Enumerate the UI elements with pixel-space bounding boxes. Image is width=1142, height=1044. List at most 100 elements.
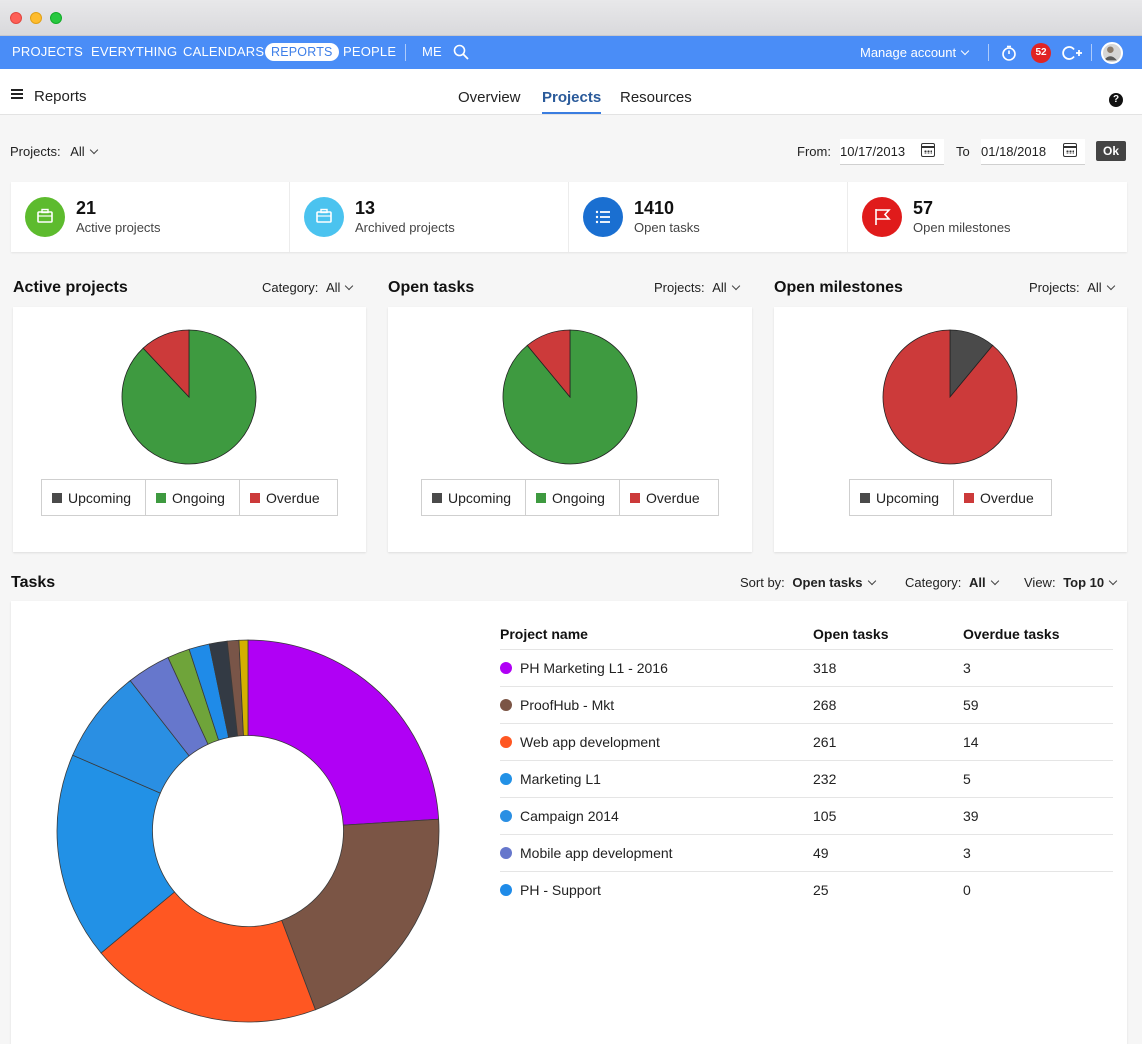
stat-value: 21 [76,198,97,218]
legend-swatch [156,492,167,503]
sort-by-filter[interactable]: Sort by: Open tasks [740,575,876,590]
nav-me[interactable]: ME [422,44,442,59]
project-name: PH Marketing L1 - 2016 [520,660,668,676]
manage-account-menu[interactable]: Manage account [860,45,970,60]
legend-swatch [432,492,442,503]
tasks-panel [11,601,1127,1044]
chevron-down-icon [1106,281,1115,291]
legend-label: Overdue [265,489,320,506]
open-tasks-legend: Upcoming Ongoing Overdue [421,479,719,516]
open-milestones-pie-chart [882,329,1018,465]
legend-upcoming[interactable]: Upcoming [422,480,527,515]
chevron-down-icon [345,281,354,291]
projects-filter-label: Projects: [10,144,61,159]
stat-label: Active projects [76,220,161,235]
column-header-overdue-tasks[interactable]: Overdue tasks [963,626,1060,642]
nav-projects[interactable]: PROJECTS [12,44,83,59]
legend-swatch [52,492,62,503]
filter-value: All [712,280,727,295]
close-window-button[interactable] [10,12,22,24]
tasks-donut-chart [56,639,440,1023]
table-row[interactable]: PH Marketing L1 - 2016 318 3 [500,649,1113,686]
quick-add-icon[interactable] [1062,45,1082,61]
column-header-project-name[interactable]: Project name [500,626,588,642]
help-icon[interactable]: ? [1109,93,1123,107]
view-filter[interactable]: View: Top 10 [1024,575,1118,590]
chevron-down-icon [1108,576,1118,586]
timer-icon[interactable] [1001,45,1017,61]
pie-slice-segment-10[interactable] [238,639,249,737]
active-projects-title: Active projects [13,279,128,296]
pie-slice-overdue[interactable] [526,329,571,399]
open-tasks-count: 268 [813,697,837,713]
pie-slice-overdue[interactable] [882,329,1018,465]
active-projects-pie-chart [121,329,257,465]
table-row[interactable]: Campaign 2014 105 39 [500,797,1113,834]
briefcase-icon [304,197,344,237]
project-name: Campaign 2014 [520,808,619,824]
nav-divider [405,44,406,61]
zoom-window-button[interactable] [50,12,62,24]
calendar-icon[interactable] [921,143,935,157]
nav-people[interactable]: PEOPLE [343,44,397,59]
table-row[interactable]: ProofHub - Mkt 268 59 [500,686,1113,723]
filter-value: Top 10 [1063,575,1105,590]
calendar-icon[interactable] [1063,143,1077,157]
legend-overdue[interactable]: Overdue [620,480,714,515]
legend-label: Overdue [980,489,1034,506]
tab-overview[interactable]: Overview [458,89,521,106]
tab-resources[interactable]: Resources [620,89,692,106]
stat-open-milestones[interactable]: 57 Open milestones [848,182,1127,252]
projects-filter-value: All [70,144,85,159]
pie-slice-overdue[interactable] [142,329,190,399]
legend-overdue[interactable]: Overdue [240,480,334,515]
nav-reports[interactable]: REPORTS [265,43,339,61]
table-row[interactable]: Marketing L1 232 5 [500,760,1113,797]
tab-projects[interactable]: Projects [542,89,602,114]
stat-value: 1410 [634,198,675,218]
column-header-open-tasks[interactable]: Open tasks [813,626,889,642]
ok-button[interactable]: Ok [1096,141,1126,161]
projects-filter[interactable]: Projects: All [1029,280,1115,295]
filter-label: Category: [262,280,319,295]
stat-label: Open milestones [913,220,1011,235]
chevron-down-icon [731,281,740,291]
stat-open-tasks[interactable]: 1410 Open tasks [569,182,848,252]
legend-ongoing[interactable]: Ongoing [526,480,620,515]
project-color-dot [500,699,512,711]
notifications-badge[interactable]: 52 [1031,43,1051,63]
stat-active-projects[interactable]: 21 Active projects [11,182,290,252]
category-filter[interactable]: Category: All [905,575,999,590]
nav-calendars[interactable]: CALENDARS [183,44,265,59]
projects-filter[interactable]: Projects: All [654,280,740,295]
open-milestones-legend: Upcoming Overdue [849,479,1052,516]
legend-upcoming[interactable]: Upcoming [850,480,955,515]
table-row[interactable]: PH - Support 25 0 [500,871,1113,908]
open-tasks-count: 261 [813,734,837,750]
table-row[interactable]: Web app development 261 14 [500,723,1113,760]
to-label: To [956,144,970,159]
overdue-tasks-count: 5 [963,771,971,787]
project-color-dot [500,884,512,896]
legend-overdue[interactable]: Overdue [954,480,1048,515]
projects-filter[interactable]: Projects: All [10,144,98,159]
table-row[interactable]: Mobile app development 49 3 [500,834,1113,871]
legend-label: Overdue [645,489,700,506]
nav-everything[interactable]: EVERYTHING [91,44,178,59]
pie-slice-proofhub-mkt[interactable] [281,818,440,1011]
reports-header: Reports Overview Projects Resources ? [0,69,1142,115]
pie-slice-marketing-l1[interactable] [56,754,176,954]
menu-icon[interactable] [11,89,23,99]
legend-ongoing[interactable]: Ongoing [146,480,240,515]
pie-slice-ph-marketing-l1-2016[interactable] [247,639,440,826]
user-avatar[interactable] [1101,42,1123,64]
open-tasks-count: 25 [813,882,829,898]
stat-label: Open tasks [634,220,700,235]
open-tasks-count: 318 [813,660,837,676]
search-icon[interactable] [453,44,469,60]
pie-slice-web-app-development[interactable] [100,891,316,1023]
legend-upcoming[interactable]: Upcoming [42,480,147,515]
minimize-window-button[interactable] [30,12,42,24]
category-filter[interactable]: Category: All [262,280,354,295]
stat-archived-projects[interactable]: 13 Archived projects [290,182,569,252]
